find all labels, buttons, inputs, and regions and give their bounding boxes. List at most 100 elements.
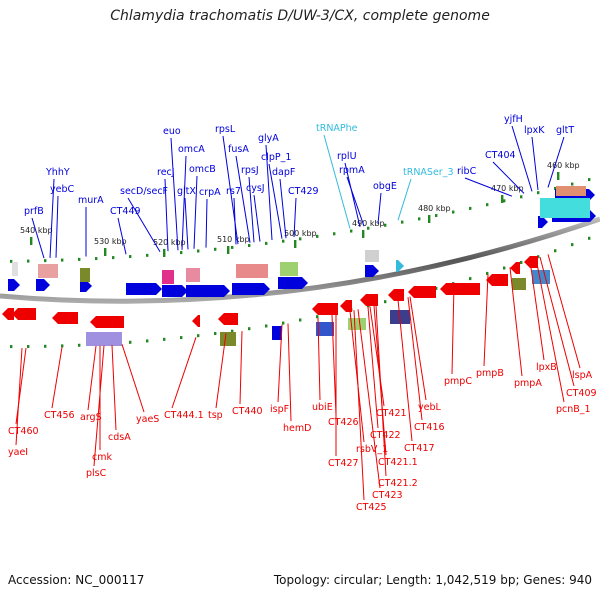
- forward-gene-arrow: [538, 216, 548, 228]
- inner-track-dot: [435, 286, 438, 290]
- outer-track-dot: [554, 186, 557, 190]
- annotation-block: [186, 268, 200, 282]
- reverse-leader-line: [287, 323, 292, 422]
- outer-track-dot: [44, 259, 47, 263]
- forward-leader-line: [511, 125, 533, 192]
- inner-track-dot: [520, 260, 523, 264]
- outer-track-dot: [469, 206, 472, 210]
- forward-leader-line: [235, 155, 251, 243]
- kbp-major-tick: [362, 230, 365, 238]
- reverse-leader-line: [121, 344, 145, 413]
- inner-track-dot: [588, 236, 591, 240]
- outer-track-dot: [197, 249, 200, 253]
- forward-gene-label: murA: [78, 195, 104, 206]
- reverse-leader-line: [317, 317, 321, 401]
- reverse-gene-arrow: [360, 294, 378, 306]
- outer-track-dot: [78, 257, 81, 261]
- outer-track-dot: [503, 199, 506, 203]
- inner-track-dot: [27, 345, 30, 349]
- kbp-tick-label: 530 kbp: [94, 237, 127, 246]
- forward-gene-label: rs7: [226, 186, 241, 197]
- outer-track-dot: [180, 251, 183, 255]
- reverse-gene-arrow: [192, 315, 200, 327]
- forward-leader-line: [181, 155, 187, 250]
- forward-gene-label: tRNAPhe: [316, 123, 358, 134]
- reverse-gene-label: tsp: [208, 410, 223, 421]
- outer-track-dot: [588, 178, 591, 182]
- reverse-gene-label: CT444.1: [164, 410, 204, 421]
- reverse-leader-line: [451, 284, 455, 375]
- reverse-gene-arrow: [524, 256, 538, 268]
- kbp-major-tick: [294, 240, 297, 248]
- forward-leader-line: [170, 137, 179, 251]
- reverse-gene-arrow: [510, 262, 520, 274]
- reverse-gene-arrow: [340, 300, 352, 312]
- kbp-tick-label: 540 kbp: [20, 226, 53, 235]
- outer-track-dot: [333, 232, 336, 236]
- forward-gene-label: recJ: [157, 167, 175, 178]
- kbp-major-tick: [428, 215, 431, 223]
- forward-gene-arrow: [278, 277, 308, 289]
- annotation-block: [540, 198, 590, 218]
- reverse-gene-label: pmpC: [444, 376, 472, 387]
- inner-track-dot: [537, 255, 540, 259]
- forward-gene-label: gltT: [556, 125, 574, 136]
- annotation-block: [365, 250, 379, 262]
- reverse-gene-label: CT460: [8, 426, 39, 437]
- forward-gene-label: omcB: [189, 164, 216, 175]
- outer-track-dot: [146, 253, 149, 257]
- forward-gene-label: yebC: [50, 184, 74, 195]
- inner-track-dot: [10, 345, 13, 349]
- reverse-gene-label: pmpB: [476, 368, 504, 379]
- reverse-leader-line: [509, 267, 523, 377]
- forward-gene-arrow: [36, 279, 50, 291]
- forward-leader-line: [55, 195, 59, 258]
- forward-gene-label: CT429: [288, 186, 319, 197]
- forward-gene-label: rpmA: [339, 165, 365, 176]
- annotation-block: [220, 332, 236, 346]
- forward-leader-line: [279, 178, 287, 239]
- outer-track-dot: [265, 241, 268, 245]
- forward-leader-line: [547, 136, 565, 188]
- outer-track-dot: [571, 182, 574, 186]
- reverse-gene-label: CT409: [566, 388, 597, 399]
- outer-track-dot: [231, 245, 234, 249]
- inner-track-dot: [78, 343, 81, 347]
- reverse-gene-label: cdsA: [108, 432, 131, 443]
- outer-track-dot: [27, 259, 30, 263]
- reverse-gene-label: plsC: [86, 468, 107, 479]
- inner-track-dot: [282, 321, 285, 325]
- outer-track-dot: [401, 220, 404, 224]
- reverse-gene-label: CT421.2: [378, 478, 418, 489]
- kbp-major-tick: [227, 246, 230, 254]
- outer-track-dot: [435, 214, 438, 218]
- reverse-gene-label: rsbV_1: [356, 444, 388, 455]
- kbp-major-tick: [104, 248, 107, 256]
- reverse-leader-line: [357, 309, 381, 489]
- reverse-gene-label: yaeS: [136, 414, 159, 425]
- annotation-block: [272, 326, 282, 340]
- inner-track-dot: [146, 339, 149, 343]
- reverse-gene-label: lpxB: [536, 362, 557, 373]
- forward-leader-line: [205, 198, 208, 248]
- annotation-block: [80, 268, 90, 282]
- forward-leader-line: [344, 162, 361, 228]
- outer-track-dot: [214, 247, 217, 251]
- reverse-leader-line: [535, 258, 565, 403]
- kbp-tick-label: 520 kbp: [153, 238, 186, 247]
- backbone-arc: [0, 216, 600, 304]
- forward-leader-line: [492, 161, 525, 194]
- inner-track-dot: [265, 324, 268, 328]
- inner-track-dot: [299, 318, 302, 322]
- inner-track-dot: [129, 340, 132, 344]
- reverse-gene-arrow: [2, 308, 14, 320]
- reverse-gene-label: CT456: [44, 410, 75, 421]
- forward-leader-line: [377, 192, 382, 224]
- reverse-leader-line: [15, 348, 23, 446]
- inner-track-dot: [44, 344, 47, 348]
- forward-leader-line: [117, 217, 127, 255]
- reverse-leader-line: [353, 310, 365, 501]
- annotation-block: [556, 186, 586, 196]
- reverse-gene-arrow: [388, 289, 404, 301]
